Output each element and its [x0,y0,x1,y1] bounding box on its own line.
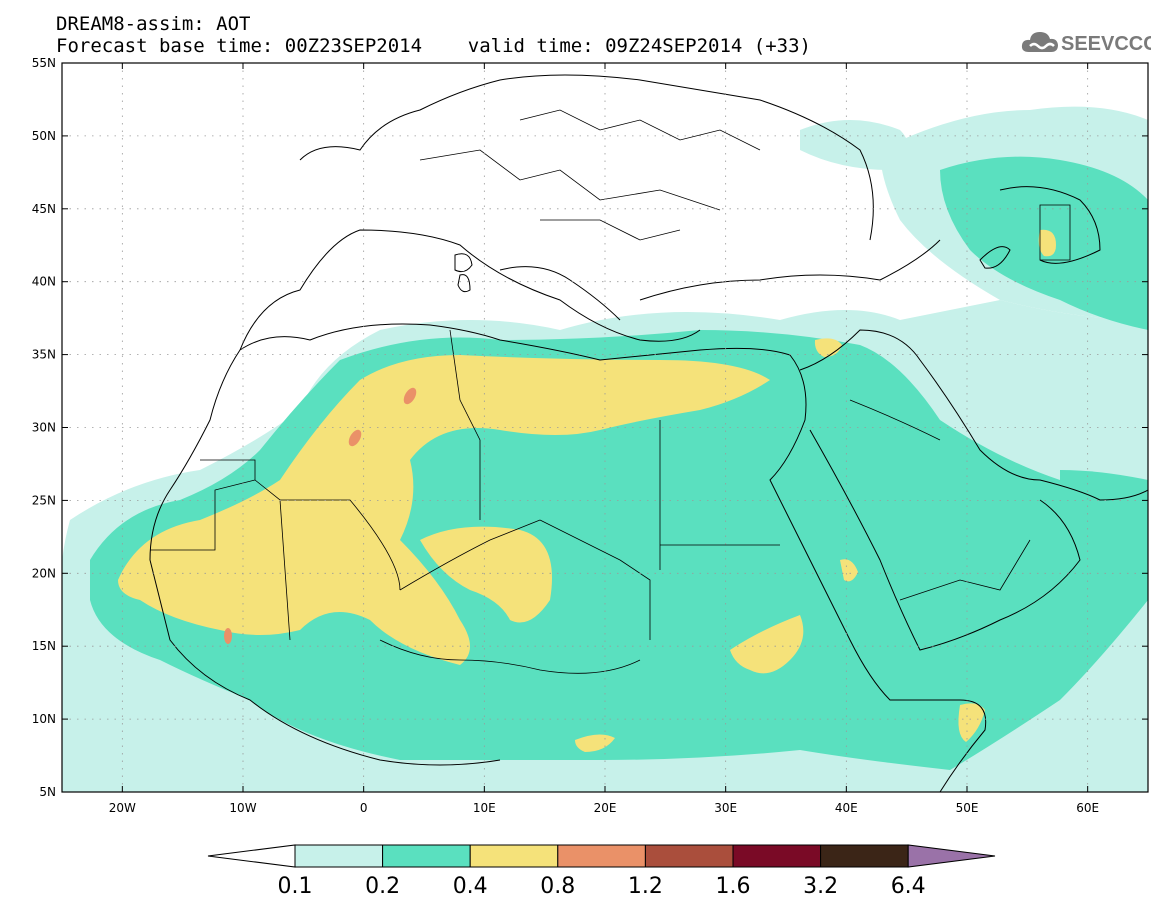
lat-label: 30N [32,421,56,435]
colorbar-segment [557,844,646,868]
lat-label: 10N [32,712,56,726]
lat-label: 15N [32,639,56,653]
lon-label: 60E [1076,801,1099,815]
colorbar: 0.1 0.2 0.4 0.8 1.2 1.6 3.2 6.4 [207,844,996,899]
lat-label: 35N [32,348,56,362]
lat-label: 20N [32,566,56,580]
seevccc-logo: SEEVCCC [1021,32,1151,55]
colorbar-segment [732,844,822,868]
colorbar-label: 0.2 [365,874,400,899]
lat-label: 45N [32,202,56,216]
lat-label: 25N [32,493,56,507]
lon-label: 10E [473,801,496,815]
coastlines [149,74,1148,792]
lon-label: 40E [835,801,858,815]
colorbar-label: 6.4 [891,874,926,899]
map-subtitle: Forecast base time: 00Z23SEP2014 valid t… [56,35,811,57]
colorbar-over-triangle [907,844,996,868]
colorbar-under-triangle [207,844,296,868]
graticule [62,62,1148,793]
country-borders [150,109,1071,674]
lon-label: 50E [956,801,979,815]
cloud-icon [1021,32,1058,52]
map-frame [61,62,1149,793]
longitude-labels: 20W 10W 0 10E 20E 30E 40E 50E 60E [109,801,1099,815]
lon-label: 20E [594,801,617,815]
lat-label: 5N [39,785,56,799]
lon-label: 10W [229,801,256,815]
colorbar-label: 0.8 [540,874,575,899]
colorbar-label: 3.2 [803,874,838,899]
lat-label: 50N [32,129,56,143]
lon-label: 0 [360,801,368,815]
colorbar-segment [382,844,471,868]
lon-label: 30E [714,801,737,815]
colorbar-segment [294,844,384,868]
lon-label: 20W [109,801,136,815]
colorbar-segment [820,844,909,868]
lat-label: 55N [32,56,56,70]
colorbar-label: 1.2 [628,874,663,899]
colorbar-label: 1.6 [716,874,751,899]
lat-label: 40N [32,275,56,289]
colorbar-label: 0.1 [278,874,313,899]
colorbar-segment [644,844,734,868]
latitude-labels: 55N 50N 45N 40N 35N 30N 25N 20N 15N 10N 5N [32,56,56,799]
colorbar-segment [469,844,559,868]
map-title: DREAM8-assim: AOT [56,13,251,35]
aot-fill-0.8 [224,387,417,644]
colorbar-label: 0.4 [453,874,488,899]
logo-text: SEEVCCC [1061,33,1151,55]
aot-fill-0.4 [118,229,1056,752]
